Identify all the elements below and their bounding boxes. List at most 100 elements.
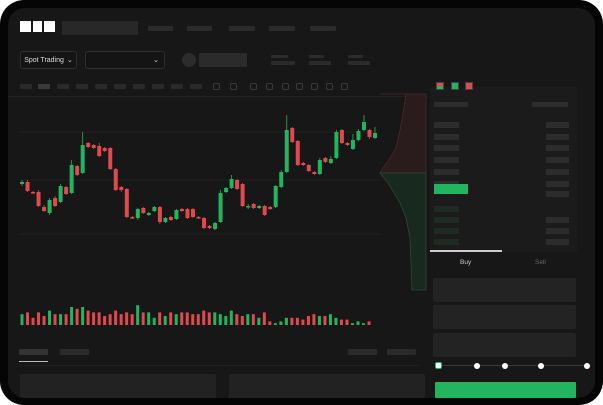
candle-body [273,186,278,207]
candle-body [224,188,229,192]
interval-button[interactable] [133,84,145,89]
tab-order-history[interactable] [60,349,89,355]
candle-body [146,213,151,215]
price-input[interactable] [433,278,576,302]
pair-select[interactable]: ⌄ [85,51,165,69]
tab-open-orders[interactable] [19,349,48,355]
candle-body [124,189,129,217]
drawing-tool-icon[interactable] [266,83,273,90]
candle-body [108,148,113,169]
drawing-tool-icon[interactable] [230,83,237,90]
nav-item[interactable] [310,26,336,31]
candle-body [75,166,80,175]
volume-bar [130,314,134,325]
candle-body [47,200,52,213]
volume-bar [328,314,332,325]
volume-bar [251,314,255,325]
candle-body [262,206,267,215]
buy-submit-button[interactable] [435,382,576,398]
last-price [434,184,468,194]
volume-bar [158,312,162,325]
volume-bar [48,310,52,325]
market-select[interactable]: Spot Trading ⌄ [20,51,77,69]
filter-button[interactable] [348,349,377,355]
drawing-tool-icon[interactable] [326,83,333,90]
volume-bar [70,307,74,325]
candle-body [235,180,240,189]
drawing-tool-icon[interactable] [282,83,289,90]
orderbook-view-both-icon[interactable] [436,82,444,90]
ask-size [546,169,569,175]
interval-button[interactable] [95,84,107,89]
interval-button[interactable] [171,84,183,89]
interval-button[interactable] [38,84,50,89]
ask-price [434,169,459,175]
interval-button[interactable] [20,84,32,89]
volume-bar [262,312,266,325]
candle-body [356,131,361,140]
volume-bar [207,312,211,325]
candlestick-chart[interactable] [8,8,595,398]
bid-size [546,239,569,245]
ask-size [546,181,569,187]
tab-underline [430,250,502,252]
interval-button[interactable] [76,84,88,89]
candle-body [25,182,30,191]
interval-button[interactable] [152,84,164,89]
candle-body [373,133,377,138]
candle-body [36,192,41,206]
volume-bar [92,312,96,325]
tab-sell[interactable]: Sell [535,259,546,266]
interval-button[interactable] [114,84,126,89]
market-select-label: Spot Trading [24,56,64,64]
drawing-tool-icon[interactable] [341,83,348,90]
slider-mark-75[interactable] [538,363,544,369]
candle-body [218,193,223,222]
total-input[interactable] [433,333,576,357]
drawing-tool-icon[interactable] [250,83,257,90]
tab-buy[interactable]: Buy [460,259,472,266]
candle-body [229,179,234,188]
volume-bar [59,314,63,325]
filter-button[interactable] [387,349,416,355]
slider-mark-25[interactable] [474,363,480,369]
volume-bar [202,310,206,325]
volume-bar [185,312,189,325]
search-bar[interactable] [62,21,138,35]
candle-body [328,159,333,163]
drawing-tool-icon[interactable] [213,83,220,90]
amount-input[interactable] [433,305,576,329]
volume-bar [246,314,250,325]
candle-body [290,128,295,142]
interval-button[interactable] [57,84,69,89]
orderbook-view-asks-icon[interactable] [465,82,473,90]
nav-item[interactable] [229,26,255,31]
depth-asks-area [379,93,427,174]
divider [19,365,419,366]
ask-price [434,145,459,151]
slider-mark-50[interactable] [502,363,508,369]
volume-bar [119,314,123,325]
nav-item[interactable] [269,26,295,31]
drawing-tool-icon[interactable] [296,83,303,90]
volume-bar [147,312,151,325]
amount-slider-handle[interactable] [435,362,442,369]
nav-item[interactable] [148,26,173,31]
amount-slider-track[interactable] [438,365,588,366]
candle-body [251,204,256,208]
orderbook-view-bids-icon[interactable] [451,82,459,90]
ask-price [434,134,459,140]
ask-size [546,134,569,140]
volume-bar [301,319,305,325]
candle-body [306,165,311,171]
interval-button[interactable] [190,84,202,89]
ask-size [546,122,569,128]
volume-bar [361,323,365,325]
candle-body [367,130,372,137]
volume-bar [169,312,173,325]
nav-item[interactable] [187,26,212,31]
candle-body [295,141,300,165]
candle-body [323,158,328,162]
slider-mark-100[interactable] [584,363,590,369]
drawing-tool-icon[interactable] [311,83,318,90]
